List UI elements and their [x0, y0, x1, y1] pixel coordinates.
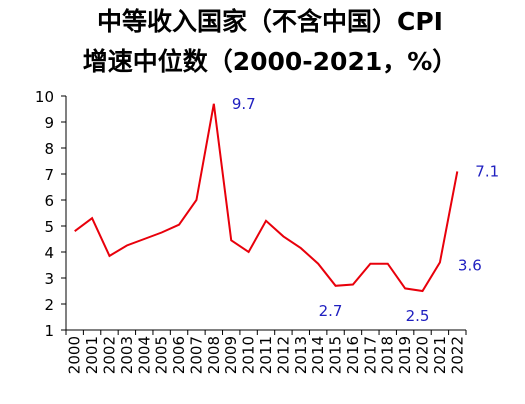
- y-tick-label: 2: [44, 296, 54, 314]
- data-label: 9.7: [232, 95, 256, 113]
- x-tick-label: 2020: [414, 336, 432, 374]
- y-tick-label: 10: [35, 88, 54, 106]
- x-tick-label: 2007: [187, 336, 205, 374]
- x-tick-label: 2015: [327, 336, 345, 374]
- x-tick-label: 2009: [222, 336, 240, 374]
- y-tick-label: 6: [44, 192, 54, 210]
- x-tick-label: 2006: [170, 336, 188, 374]
- data-label: 2.7: [319, 302, 343, 320]
- data-label: 3.6: [458, 256, 482, 274]
- chart-title: 中等收入国家（不含中国）CPI: [97, 7, 443, 36]
- x-tick-label: 2013: [292, 336, 310, 374]
- x-tick-label: 2019: [396, 336, 414, 374]
- x-tick-label: 2010: [240, 336, 258, 374]
- x-tick-label: 2021: [431, 336, 449, 374]
- x-tick-label: 2004: [135, 336, 153, 374]
- y-tick-label: 5: [44, 218, 54, 236]
- x-tick-label: 2011: [257, 336, 275, 374]
- x-tick-label: 2016: [344, 336, 362, 374]
- chart-title: 增速中位数（2000-2021，%）: [83, 47, 458, 76]
- data-label: 2.5: [406, 307, 430, 325]
- y-tick-label: 8: [44, 140, 54, 158]
- y-tick-label: 4: [44, 244, 54, 262]
- y-tick-label: 3: [44, 270, 54, 288]
- x-tick-label: 2000: [66, 336, 84, 374]
- data-label: 7.1: [475, 162, 499, 180]
- x-tick-label: 2012: [274, 336, 292, 374]
- line: [74, 103, 459, 293]
- y-tick-label: 7: [44, 166, 54, 184]
- x-tick-label: 2014: [309, 336, 327, 374]
- y-tick-label: 1: [44, 322, 54, 340]
- x-tick-label: 2001: [83, 336, 101, 374]
- x-tick-label: 2017: [361, 336, 379, 374]
- x-tick-label: 2003: [118, 336, 136, 374]
- x-tick-label: 2002: [100, 336, 118, 374]
- x-tick-label: 2008: [205, 336, 223, 374]
- y-tick-label: 9: [44, 114, 54, 132]
- x-tick-label: 2018: [379, 336, 397, 374]
- x-tick-label: 2005: [153, 336, 171, 374]
- x-tick-label: 2022: [448, 336, 466, 374]
